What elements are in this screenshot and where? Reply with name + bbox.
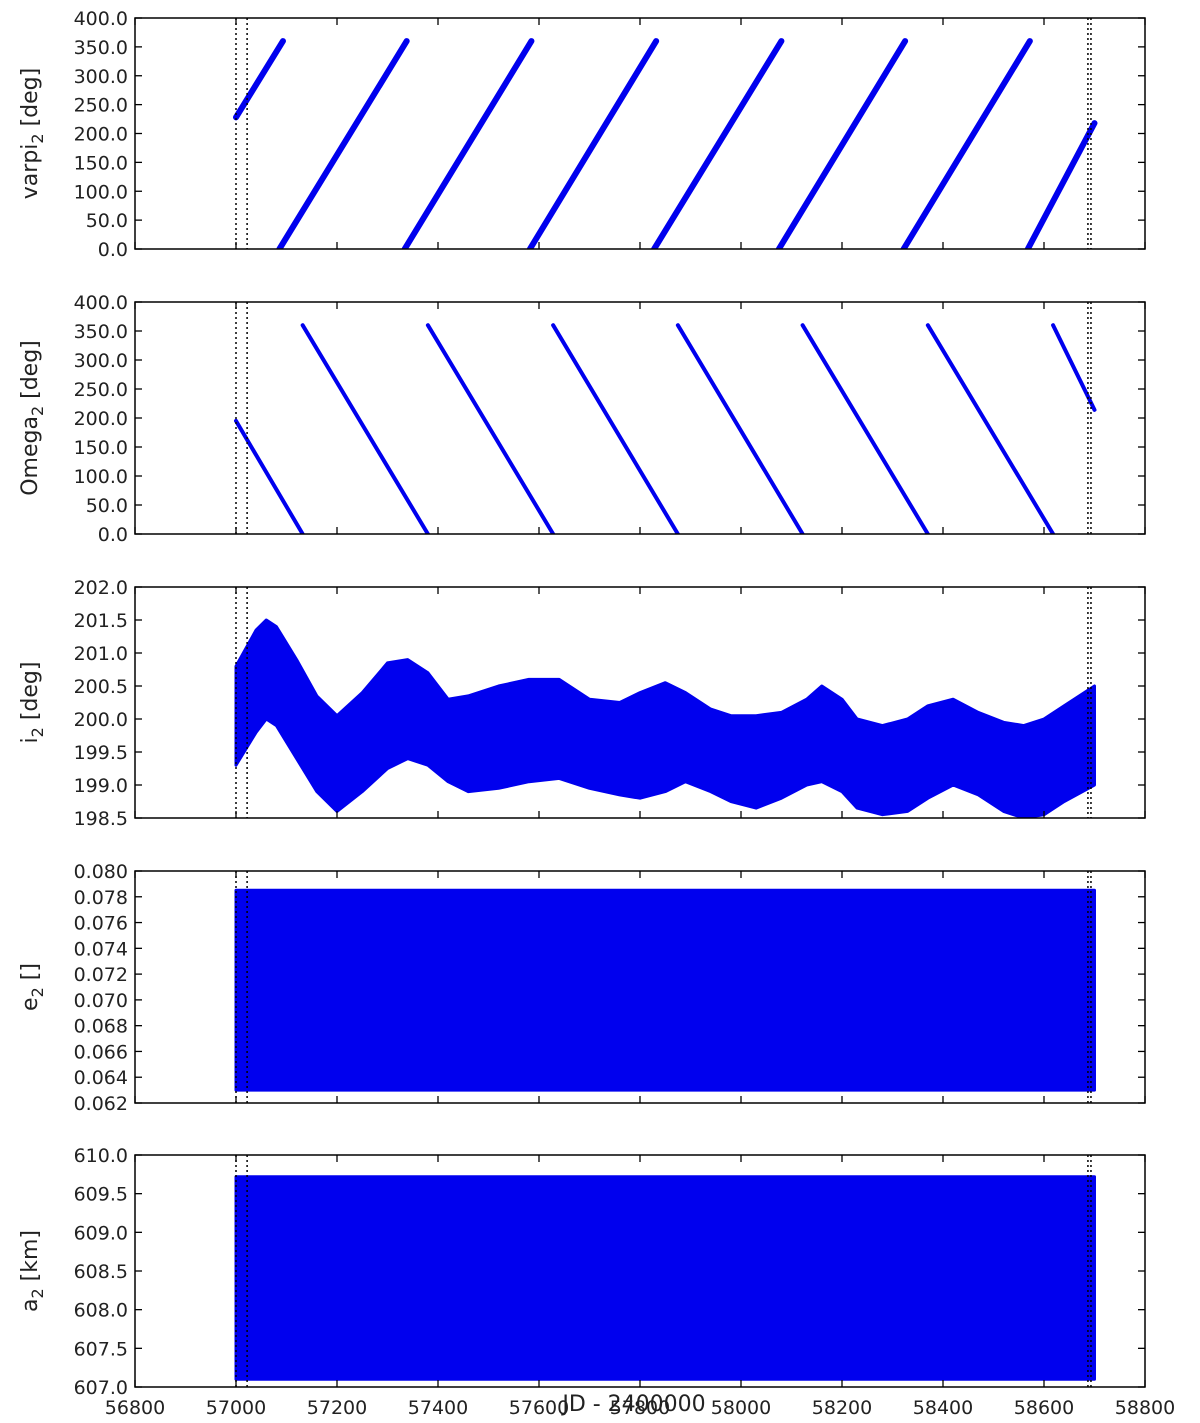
y-tick-label: 0.080 xyxy=(74,861,128,883)
x-tick-label: 57800 xyxy=(610,1397,670,1419)
x-tick-label: 58800 xyxy=(1115,1397,1175,1419)
series-segment xyxy=(300,323,430,534)
plot-frame xyxy=(134,301,1146,535)
series-segment xyxy=(551,323,680,534)
y-tick-label: 300.0 xyxy=(74,66,128,88)
y-tick-label: 350.0 xyxy=(74,321,128,343)
y-tick-label: 0.078 xyxy=(74,887,128,909)
y-tick-label: 50.0 xyxy=(86,210,128,232)
x-tick-label: 57200 xyxy=(307,1397,367,1419)
y-tick-label: 201.5 xyxy=(74,610,128,632)
data-layer xyxy=(233,38,1098,249)
series-band xyxy=(234,888,1096,1092)
y-tick-label: 199.0 xyxy=(74,775,128,797)
y-tick-label: 609.0 xyxy=(74,1222,128,1244)
series-segment xyxy=(1051,323,1097,412)
y-tick-label: 607.0 xyxy=(74,1377,128,1399)
y-tick-label: 100.0 xyxy=(74,181,128,203)
y-tick-label: 0.062 xyxy=(74,1093,128,1115)
data-layer xyxy=(234,323,1097,534)
series-segment xyxy=(651,38,785,249)
y-tick-label: 300.0 xyxy=(74,350,128,372)
y-tick-label: 50.0 xyxy=(86,495,128,517)
x-tick-label: 57400 xyxy=(408,1397,468,1419)
y-tick-label: 607.5 xyxy=(74,1338,128,1360)
series-band xyxy=(234,618,1096,818)
series-band xyxy=(234,1175,1096,1381)
panel-4: 0.062 0.064 0.066 0.068 0.070 0.072 0.074 0.076… xyxy=(18,861,1146,1115)
x-tick-label: 58000 xyxy=(711,1397,771,1419)
x-tick-label: 58400 xyxy=(913,1397,973,1419)
y-tick-label: 608.5 xyxy=(74,1261,128,1283)
y-axis-label: Omega2 [deg] xyxy=(18,340,47,496)
series-segment xyxy=(800,323,930,534)
y-tick-label: 200.5 xyxy=(74,676,128,698)
y-tick-label: 0.0 xyxy=(98,239,128,261)
y-tick-label: 610.0 xyxy=(74,1145,128,1167)
series-segment xyxy=(675,323,805,534)
series-segment xyxy=(425,323,556,534)
y-tick-label: 201.0 xyxy=(74,643,128,665)
y-tick-label: 0.076 xyxy=(74,913,128,935)
x-tick-label: 56800 xyxy=(105,1397,165,1419)
y-tick-label: 198.5 xyxy=(74,808,128,830)
y-tick-label: 609.5 xyxy=(74,1184,128,1206)
y-tick-label: 0.064 xyxy=(74,1067,128,1089)
y-tick-label: 0.072 xyxy=(74,964,128,986)
series-segment xyxy=(925,323,1056,534)
series-segment xyxy=(276,38,410,249)
x-axis-label: JD - 2400000 xyxy=(560,1392,705,1417)
y-axis-label: e2 [] xyxy=(18,963,47,1011)
series-segment xyxy=(1024,120,1098,249)
series-segment xyxy=(775,38,909,249)
plot-frame xyxy=(134,17,1146,250)
panel-2: 0.0 50.0 100.0 150.0 200.0 250.0 300.0 350.0 400… xyxy=(18,292,1146,546)
y-tick-label: 0.066 xyxy=(74,1041,128,1063)
y-tick-label: 0.0 xyxy=(98,524,128,546)
y-axis-label: i2 [deg] xyxy=(18,662,47,744)
y-tick-label: 100.0 xyxy=(74,466,128,488)
panel-3: 198.5 199.0 199.5 200.0 200.5 201.0 201.5 202.0… xyxy=(18,577,1146,830)
y-tick-label: 200.0 xyxy=(74,124,128,146)
x-tick-label: 58600 xyxy=(1014,1397,1074,1419)
data-layer xyxy=(234,888,1096,1092)
y-tick-label: 150.0 xyxy=(74,152,128,174)
y-tick-label: 200.0 xyxy=(74,709,128,731)
series-segment xyxy=(233,38,286,121)
y-tick-label: 250.0 xyxy=(74,379,128,401)
series-segment xyxy=(401,38,535,249)
y-tick-label: 0.070 xyxy=(74,990,128,1012)
data-layer xyxy=(234,618,1096,818)
y-tick-label: 350.0 xyxy=(74,37,128,59)
y-tick-label: 150.0 xyxy=(74,437,128,459)
x-tick-label: 57000 xyxy=(206,1397,266,1419)
y-tick-label: 200.0 xyxy=(74,408,128,430)
panel-5: 607.0 607.5 608.0 608.5 609.0 609.5 610.0 56800… xyxy=(18,1145,1175,1419)
panel-1: 0.0 50.0 100.0 150.0 200.0 250.0 300.0 350.0 400… xyxy=(18,8,1146,261)
y-tick-label: 608.0 xyxy=(74,1300,128,1322)
y-tick-label: 400.0 xyxy=(74,8,128,30)
x-tick-label: 57600 xyxy=(509,1397,569,1419)
panels: 0.0 50.0 100.0 150.0 200.0 250.0 300.0 350.0 400… xyxy=(18,8,1175,1419)
y-tick-label: 199.5 xyxy=(74,742,128,764)
y-tick-label: 400.0 xyxy=(74,292,128,314)
y-tick-label: 0.068 xyxy=(74,1016,128,1038)
series-segment xyxy=(526,38,660,249)
y-tick-label: 250.0 xyxy=(74,95,128,117)
data-layer xyxy=(234,1175,1096,1381)
series-segment xyxy=(234,418,305,534)
series-segment xyxy=(900,38,1033,249)
y-tick-label: 202.0 xyxy=(74,577,128,599)
y-axis-label: a2 [km] xyxy=(18,1230,47,1312)
y-axis-label: varpi2 [deg] xyxy=(18,68,47,199)
x-tick-label: 58200 xyxy=(812,1397,872,1419)
y-tick-label: 0.074 xyxy=(74,938,128,960)
